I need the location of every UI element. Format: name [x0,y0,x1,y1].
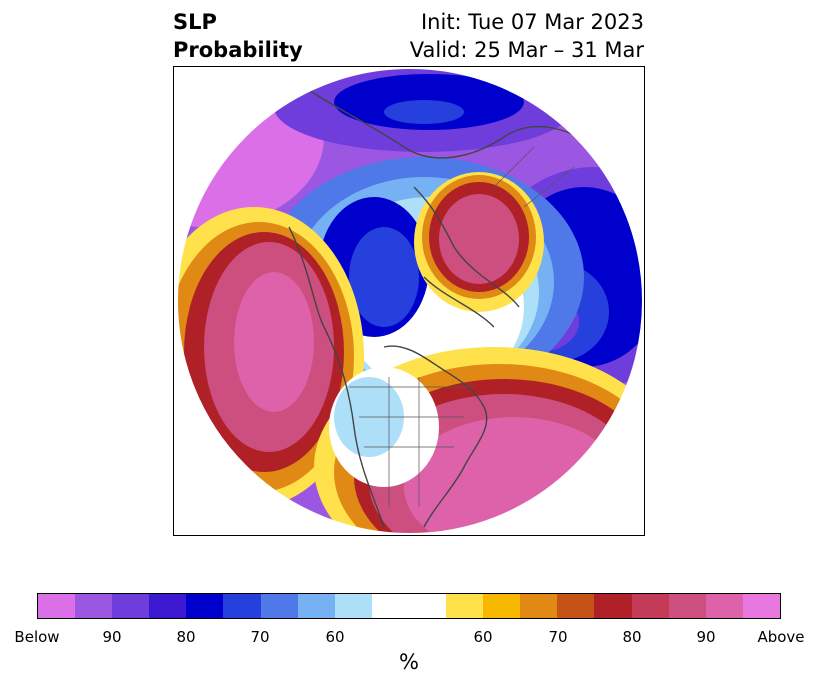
above-greenland-90 [439,194,519,284]
colorbar-tick-label: 90 [696,628,716,646]
colorbar-cell [186,594,224,618]
above-pacific-core [234,272,314,412]
colorbar-cell [297,594,335,618]
coastlines [288,86,605,528]
colorbar-tick-label: 80 [622,628,642,646]
colorbar-cell [668,594,706,618]
map-title-right: Init: Tue 07 Mar 2023 Valid: 25 Mar – 31… [410,8,644,64]
polar-map-frame [173,66,645,536]
colorbar-cell [260,594,298,618]
colorbar [37,593,781,619]
title-variable: SLP [173,10,217,34]
colorbar-tick-label: 60 [473,628,493,646]
map-title-left: SLP Probability [173,8,303,64]
colorbar-cell [520,594,558,618]
colorbar-cell [38,594,76,618]
colorbar-tick-label: 80 [176,628,196,646]
below-north-core [384,100,464,124]
colorbar-cell [705,594,743,618]
colorbar-tick-label: 70 [548,628,568,646]
colorbar-unit: % [399,650,419,674]
colorbar-cell [149,594,187,618]
colorbar-tick-label: 70 [250,628,270,646]
colorbar-cell [594,594,632,618]
colorbar-tick-label: Below [14,628,60,646]
colorbar-cell [742,594,780,618]
title-type: Probability [173,38,303,62]
map-disc-edge [176,67,644,535]
colorbar-cell [408,594,447,618]
colorbar-cell [223,594,261,618]
colorbar-tick-label: 90 [102,628,122,646]
colorbar-cell [557,594,595,618]
colorbar-tick-label: 60 [325,628,345,646]
colorbar-cell [334,594,372,618]
colorbar-cell [112,594,150,618]
borders [349,146,575,507]
colorbar-cell [631,594,669,618]
below-west-inner [349,227,419,327]
colorbar-cell [75,594,113,618]
valid-range: Valid: 25 Mar – 31 Mar [409,38,644,62]
colorbar-cell [371,594,409,618]
colorbar-cell [446,594,484,618]
init-date: Init: Tue 07 Mar 2023 [420,10,644,34]
polar-probability-map [176,67,644,535]
colorbar-tick-label: Above [757,628,805,646]
colorbar-cell [483,594,521,618]
